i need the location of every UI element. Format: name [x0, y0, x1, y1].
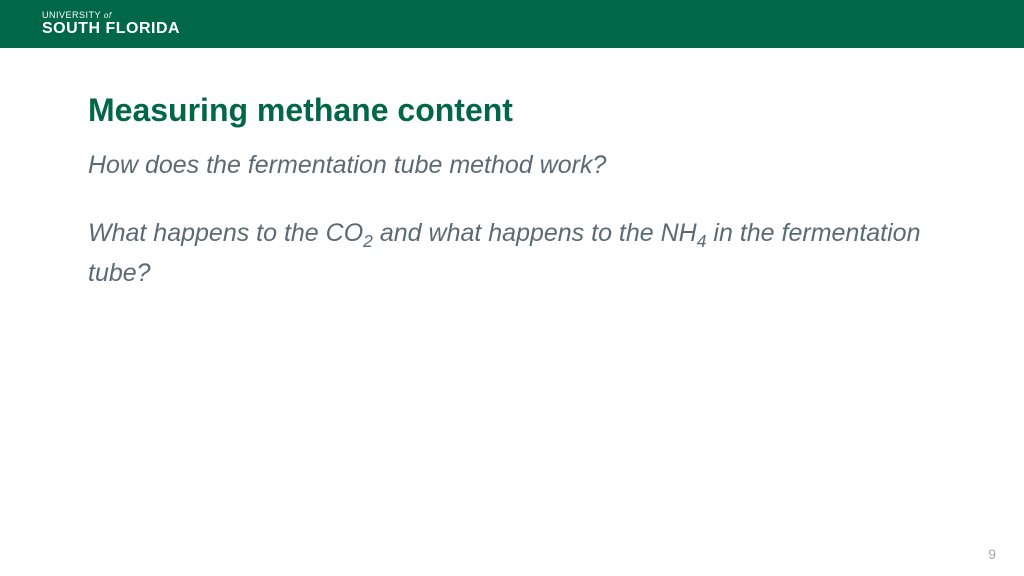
- question-2: What happens to the CO2 and what happens…: [88, 215, 936, 291]
- q2-part1: What happens to the CO: [88, 219, 363, 247]
- header-bar: UNIVERSITY of SOUTH FLORIDA: [0, 0, 1024, 48]
- logo-line1-prefix: UNIVERSITY: [42, 10, 101, 20]
- page-number: 9: [988, 546, 996, 562]
- slide-content: Measuring methane content How does the f…: [0, 48, 1024, 291]
- university-logo: UNIVERSITY of SOUTH FLORIDA: [42, 11, 180, 37]
- logo-line1-suffix: of: [104, 11, 112, 20]
- slide-body: How does the fermentation tube method wo…: [88, 147, 936, 291]
- q2-sub1: 2: [363, 231, 373, 251]
- q2-sub2: 4: [697, 231, 707, 251]
- slide-title: Measuring methane content: [88, 92, 936, 129]
- question-1: How does the fermentation tube method wo…: [88, 147, 936, 183]
- q2-part2: and what happens to the NH: [373, 219, 697, 247]
- logo-line1: UNIVERSITY of: [42, 11, 180, 20]
- logo-line2: SOUTH FLORIDA: [42, 21, 180, 37]
